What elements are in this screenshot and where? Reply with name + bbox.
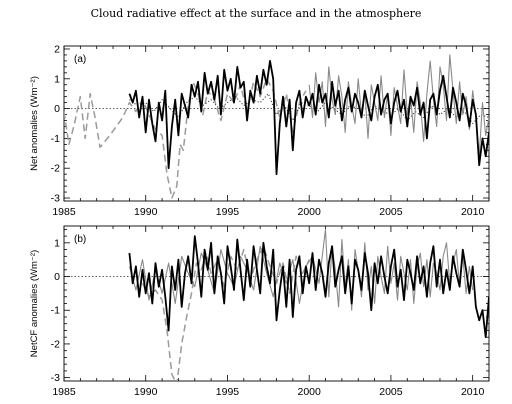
figure-title: Cloud radiative effect at the surface an…	[91, 7, 422, 20]
y-tick-label: -1	[51, 305, 60, 317]
x-tick-label: 1985	[52, 386, 76, 398]
panel-a-axes: 1985 1990 1995 2000 2005 2010 -3 -2 -1 0 1 2	[51, 43, 490, 218]
panel-a-series	[64, 54, 489, 199]
y-tick-label: 1	[54, 73, 60, 85]
x-tick-label: 1995	[216, 386, 240, 398]
series-line-gray-solid	[308, 54, 489, 157]
x-tick-label: 2005	[379, 386, 403, 398]
y-tick-label: -3	[51, 372, 60, 384]
x-tick-label: 1990	[134, 386, 158, 398]
x-tick-label: 1985	[52, 206, 76, 218]
y-tick-label: 0	[54, 103, 60, 115]
panel-b-ylabel: NetCF anomalies (Wm⁻²)	[29, 250, 40, 357]
y-tick-label: -2	[51, 338, 60, 350]
y-tick-label: -3	[51, 193, 60, 205]
panel-b: (b) NetCF anomalies (Wm⁻²) 1985 1990 1995 2…	[29, 225, 490, 398]
panel-b-series	[128, 228, 489, 381]
x-tick-label: 2005	[379, 206, 403, 218]
series-line-black-solid	[128, 60, 489, 176]
y-tick-label: 0	[54, 271, 60, 283]
x-tick-label: 1995	[216, 206, 240, 218]
x-tick-label: 2000	[298, 386, 322, 398]
x-tick-label: 2010	[461, 206, 485, 218]
panel-a-ylabel: Net anomalies (Wm⁻²)	[29, 76, 40, 171]
y-tick-label: -2	[51, 163, 60, 175]
series-line-gray-dashed	[64, 78, 307, 199]
panel-a-label: (a)	[74, 54, 86, 65]
panel-b-label: (b)	[74, 234, 86, 245]
y-tick-label: 1	[54, 237, 60, 249]
panel-a: (a) Net anomalies (Wm⁻²) 1985 1990 1995 200…	[29, 43, 490, 218]
x-tick-label: 2000	[298, 206, 322, 218]
panel-b-axes: 1985 1990 1995 2000 2005 2010 -3 -2 -1 0 1	[51, 226, 490, 398]
x-tick-label: 1990	[134, 206, 158, 218]
series-line-black-solid	[128, 235, 489, 339]
y-tick-label: 2	[54, 43, 60, 55]
x-tick-label: 2010	[461, 386, 485, 398]
y-tick-label: -1	[51, 133, 60, 145]
